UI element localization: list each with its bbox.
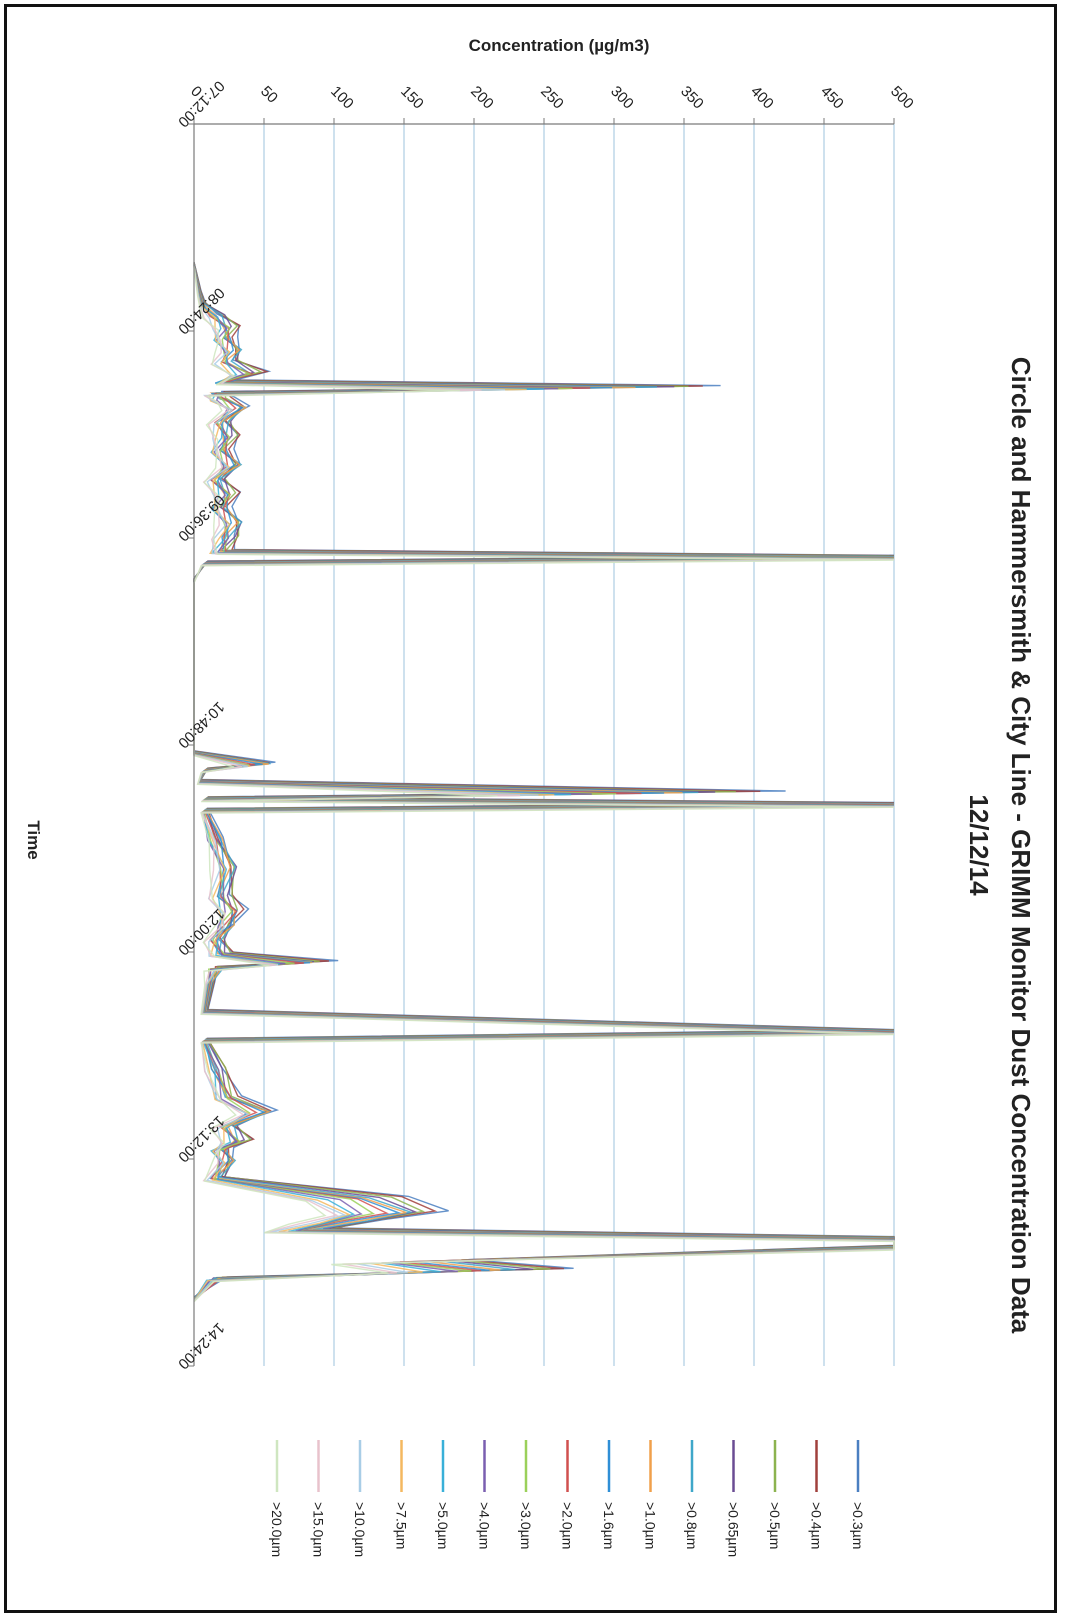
legend-label: >20.0µm	[269, 1502, 285, 1557]
legend-label: >1.0µm	[643, 1502, 659, 1549]
legend-item: >4.0µm	[477, 1440, 493, 1549]
chart-title: Circle and Hammersmith & City Line - GRI…	[1006, 357, 1036, 1334]
legend-label: >4.0µm	[477, 1502, 493, 1549]
axes	[188, 118, 895, 1367]
legend-label: >2.0µm	[560, 1502, 576, 1549]
legend-label: >10.0µm	[352, 1502, 368, 1557]
chart-frame	[4, 4, 1057, 1613]
x-axis-label: Time	[24, 820, 43, 859]
legend-item: >5.0µm	[435, 1440, 451, 1549]
legend-label: >0.65µm	[726, 1502, 742, 1557]
legend-label: >0.4µm	[809, 1502, 825, 1549]
legend-label: >0.3µm	[850, 1502, 866, 1549]
y-tick-label: 200	[467, 83, 497, 113]
y-tick-label: 450	[817, 83, 847, 113]
legend-item: >10.0µm	[352, 1440, 368, 1557]
y-tick-label: 500	[887, 83, 917, 113]
y-tick-label: 50	[257, 83, 281, 107]
legend-item: >0.8µm	[684, 1440, 700, 1549]
legend: >0.3µm >0.4µm >0.5µm >0.65µm >0.8µm >1.0µm >1.…	[269, 1440, 866, 1557]
legend-item: >0.3µm	[850, 1440, 866, 1549]
x-tick-label: 10:48:00	[174, 698, 227, 751]
y-tick-label: 400	[747, 83, 777, 113]
legend-item: >2.0µm	[560, 1440, 576, 1549]
legend-item: >20.0µm	[269, 1440, 285, 1557]
y-tick-label: 100	[327, 83, 357, 113]
chart-subtitle: 12/12/14	[964, 794, 994, 896]
y-axis-label: Concentration (µg/m3)	[469, 36, 650, 55]
legend-item: >1.0µm	[643, 1440, 659, 1549]
x-tick-label: 14:24:00	[174, 1319, 227, 1372]
legend-item: >0.5µm	[767, 1440, 783, 1549]
legend-item: >15.0µm	[311, 1440, 327, 1557]
y-tick-label: 300	[607, 83, 637, 113]
plot-area	[188, 118, 895, 1367]
series-line	[193, 266, 895, 1303]
series-lines	[193, 261, 895, 1303]
gridlines	[193, 124, 895, 1366]
legend-label: >7.5µm	[394, 1502, 410, 1549]
legend-label: >0.5µm	[767, 1502, 783, 1549]
legend-label: >15.0µm	[311, 1502, 327, 1557]
legend-item: >0.65µm	[726, 1440, 742, 1557]
legend-item: >7.5µm	[394, 1440, 410, 1549]
legend-label: >5.0µm	[435, 1502, 451, 1549]
legend-item: >1.6µm	[601, 1440, 617, 1549]
y-tick-label: 250	[537, 83, 567, 113]
legend-item: >3.0µm	[518, 1440, 534, 1549]
legend-label: >1.6µm	[601, 1502, 617, 1549]
legend-item: >0.4µm	[809, 1440, 825, 1549]
legend-label: >3.0µm	[518, 1502, 534, 1549]
legend-label: >0.8µm	[684, 1502, 700, 1549]
y-tick-labels: 0 50 100 150 200 250 300 350 400 450 500	[187, 83, 917, 113]
y-tick-label: 350	[677, 83, 707, 113]
y-tick-label: 150	[397, 83, 427, 113]
